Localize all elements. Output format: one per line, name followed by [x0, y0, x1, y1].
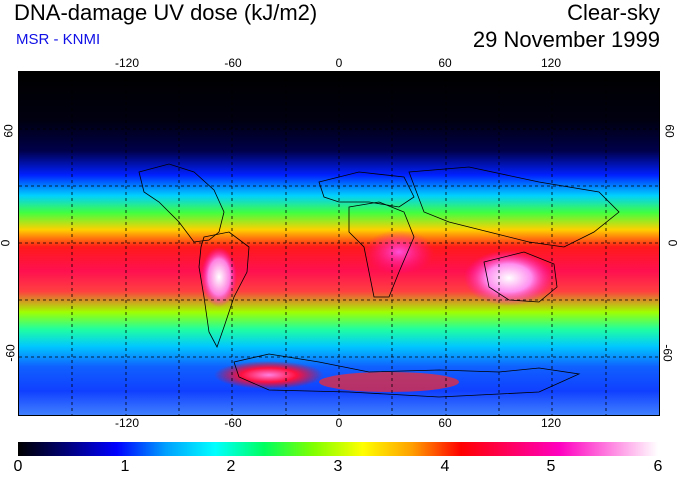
colorbar-tick: 0 [13, 458, 23, 475]
antarctic-peninsula-high [214, 361, 324, 389]
lat-tick-right: -60 [660, 344, 675, 362]
andes-high [201, 247, 237, 307]
lon-tick-bottom: -60 [224, 416, 242, 430]
colorbar-tick: 4 [440, 458, 450, 475]
lon-tick-bottom: -120 [114, 416, 140, 430]
lat-tick-right: 60 [662, 124, 677, 138]
uv-background [19, 72, 659, 415]
map-subtitle: MSR - KNMI [16, 31, 101, 48]
colorbar-tick: 1 [120, 458, 130, 475]
lat-tick-left: -60 [3, 344, 18, 362]
colorbar-tick: 5 [546, 458, 556, 475]
lon-tick-bottom: 60 [438, 416, 452, 430]
lon-tick-bottom: 120 [540, 416, 562, 430]
south-america-coast [198, 231, 250, 348]
colorbar-tick: 3 [333, 458, 343, 475]
map-title: DNA-damage UV dose (kJ/m2) [14, 0, 318, 25]
lat-tick-left: 60 [1, 124, 16, 138]
antarctica-coast [233, 353, 581, 398]
australia-coast [483, 251, 558, 303]
colorbar [18, 442, 658, 456]
graticule [19, 72, 659, 415]
lon-tick-top: 0 [335, 56, 343, 70]
africa-coast [348, 201, 415, 298]
lon-tick-top: -60 [224, 56, 242, 70]
lon-tick-top: 60 [438, 56, 452, 70]
lat-tick-right: 0 [666, 240, 678, 247]
uv-dose-map [18, 71, 660, 416]
asia-coast [408, 166, 620, 248]
lon-tick-bottom: 0 [335, 416, 343, 430]
uv-dose-map-svg [19, 72, 659, 415]
colorbar-tick: 2 [226, 458, 236, 475]
colorbar-tick: 6 [653, 458, 663, 475]
lat-tick-left: 0 [0, 240, 12, 247]
australia-high [464, 250, 554, 306]
lon-tick-top: -120 [114, 56, 140, 70]
map-date: 29 November 1999 [472, 27, 660, 52]
coastlines [138, 163, 620, 398]
sky-condition: Clear-sky [567, 0, 660, 25]
north-america-coast [138, 163, 225, 243]
lon-tick-top: 120 [540, 56, 562, 70]
antarctic-band [319, 372, 459, 392]
africa-high [364, 230, 434, 274]
europe-coast [318, 171, 415, 208]
